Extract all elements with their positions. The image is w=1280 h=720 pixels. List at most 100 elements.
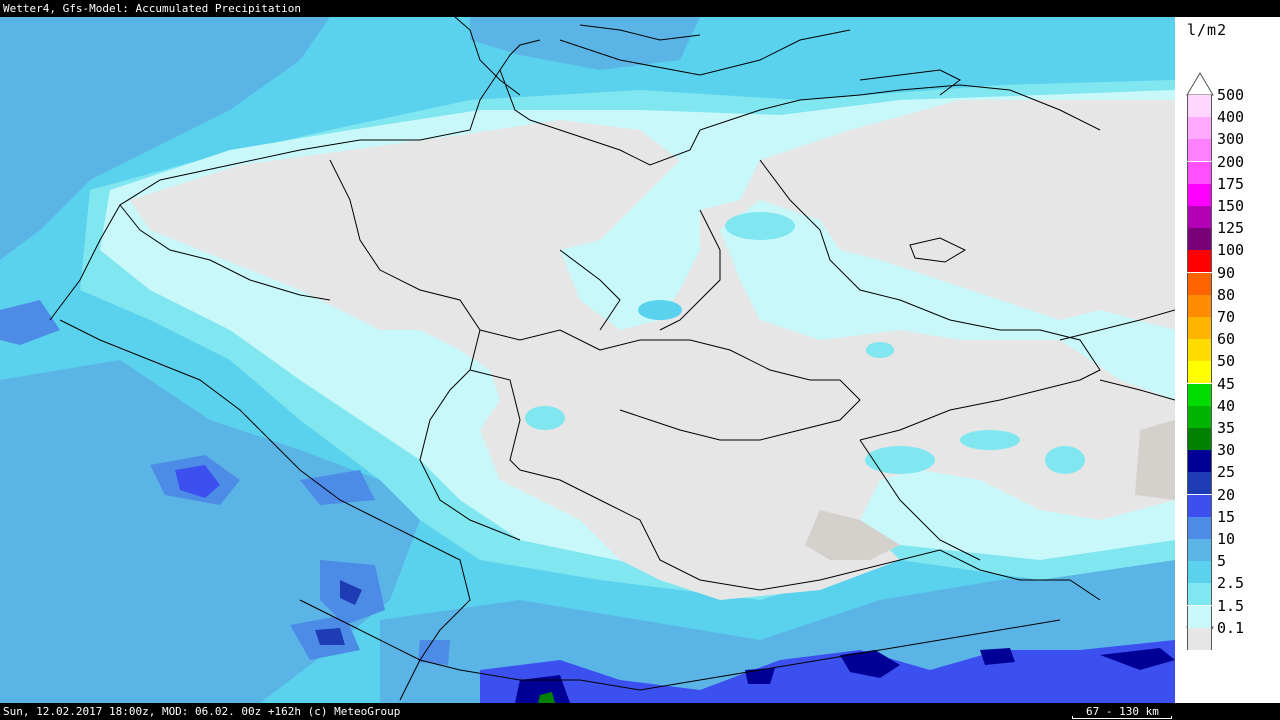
legend-class-80: 80	[1187, 286, 1277, 317]
legend-swatch	[1187, 317, 1212, 339]
field-10-north	[470, 17, 700, 70]
title-bar: Wetter4, Gfs-Model: Accumulated Precipit…	[0, 0, 1280, 17]
legend-class-5: 5	[1187, 552, 1277, 584]
legend-class-25: 25	[1187, 463, 1277, 495]
legend-class-125: 125	[1187, 219, 1277, 251]
legend-label: 200	[1217, 152, 1245, 171]
legend-label: 100	[1217, 241, 1245, 260]
legend-label: 35	[1217, 419, 1236, 437]
status-text: Sun, 12.02.2017 18:00z, MOD: 06.02. 00z …	[3, 705, 401, 718]
border-netherlands	[119, 204, 331, 301]
legend-swatch	[1187, 428, 1212, 450]
legend-class-100: 100	[1187, 241, 1277, 273]
legend-label: 70	[1217, 308, 1236, 326]
legend-class-10: 10	[1187, 530, 1277, 561]
legend-class-20: 20	[1187, 486, 1277, 517]
precipitation-map[interactable]	[0, 17, 1175, 703]
field-10-west	[0, 17, 330, 260]
legend-swatch	[1187, 539, 1212, 561]
core-25-c	[315, 628, 345, 645]
dry-area-east	[1135, 420, 1175, 500]
legend-label: 60	[1217, 330, 1236, 349]
legend-swatch	[1187, 494, 1212, 517]
legend-label: 300	[1217, 130, 1245, 149]
legend-label: 40	[1217, 396, 1236, 415]
core-40-south	[538, 692, 555, 703]
legend-swatch	[1187, 139, 1212, 162]
legend-class-2_5: 2.5	[1187, 574, 1277, 606]
border-czech	[599, 339, 861, 441]
legend-class-40: 40	[1187, 397, 1277, 428]
legend-swatch	[1187, 117, 1212, 140]
dry-area-southeast	[805, 510, 900, 560]
legend-swatch	[1187, 294, 1212, 317]
border-austria	[519, 469, 1101, 601]
legend-label: 0.1	[1217, 618, 1245, 637]
legend-arrow-top	[1186, 72, 1214, 96]
legend-class-45: 45	[1187, 375, 1277, 406]
scale-bar	[1072, 716, 1172, 719]
legend-swatch	[1187, 627, 1212, 650]
legend-class-60: 60	[1187, 330, 1277, 362]
wet-pocket-2	[525, 406, 565, 430]
legend-class-50: 50	[1187, 352, 1277, 384]
legend-label: 45	[1217, 374, 1236, 393]
legend-swatch	[1187, 583, 1212, 606]
legend-class-1_5: 1.5	[1187, 597, 1277, 628]
border-poland-south	[859, 439, 981, 561]
legend-swatch	[1187, 250, 1212, 273]
core-30-south-c	[1100, 648, 1175, 670]
legend-swatch	[1187, 383, 1212, 406]
coastlines-and-borders	[49, 17, 1175, 701]
legend-class-400: 400	[1187, 108, 1277, 140]
core-30-south-b	[840, 650, 900, 678]
core-15-south-f	[418, 640, 450, 665]
legend-label: 15	[1217, 507, 1236, 526]
border-internal-c	[469, 369, 521, 471]
legend-label: 175	[1217, 174, 1245, 193]
wet-pocket-7	[960, 430, 1020, 450]
legend-class-300: 300	[1187, 130, 1277, 162]
legend-label: 80	[1217, 285, 1236, 304]
core-30-south-e	[745, 668, 775, 684]
legend-label: 5	[1217, 552, 1227, 571]
legend-class-150: 150	[1187, 197, 1277, 228]
border-internal-b	[659, 209, 721, 331]
wet-pocket-5	[638, 300, 682, 320]
legend-swatch	[1187, 450, 1212, 473]
legend-class-500: 500	[1187, 86, 1277, 117]
legend-swatch	[1187, 339, 1212, 362]
legend-swatch	[1187, 605, 1212, 628]
legend-class-35: 35	[1187, 419, 1277, 450]
status-bar: Sun, 12.02.2017 18:00z, MOD: 06.02. 00z …	[0, 703, 1280, 720]
border-east-edge	[1059, 309, 1175, 401]
wet-pocket-4	[1045, 446, 1085, 474]
coastline-baltic-islands	[579, 24, 961, 96]
legend-class-30: 30	[1187, 441, 1277, 473]
legend-swatch	[1187, 206, 1212, 228]
legend-swatch	[1187, 405, 1212, 428]
legend-label: 50	[1217, 352, 1236, 371]
wet-pocket-1	[725, 212, 795, 240]
wet-pocket-3	[865, 446, 935, 474]
coastline-denmark	[499, 69, 1101, 166]
wet-pocket-6	[866, 342, 894, 358]
legend-swatch	[1187, 183, 1212, 206]
lake-outline	[909, 237, 967, 263]
legend-class-200: 200	[1187, 153, 1277, 184]
border-germany-east	[759, 159, 1101, 441]
legend-class-175: 175	[1187, 175, 1277, 206]
legend-label: 150	[1217, 197, 1245, 215]
core-30-south-d	[980, 648, 1015, 665]
legend-class-0_1: 0.1	[1187, 619, 1277, 650]
legend-label: 90	[1217, 263, 1236, 282]
coastline-sweden	[454, 17, 851, 96]
border-germany-west	[329, 159, 521, 541]
border-internal-a	[479, 249, 621, 351]
scale-label: 67 - 130 km	[1086, 705, 1159, 718]
legend-class-15: 15	[1187, 508, 1277, 539]
legend-unit: l/m2	[1187, 21, 1228, 39]
legend-label: 400	[1217, 108, 1245, 127]
field-10-southwest	[0, 360, 420, 703]
core-30-south-a	[515, 675, 570, 703]
